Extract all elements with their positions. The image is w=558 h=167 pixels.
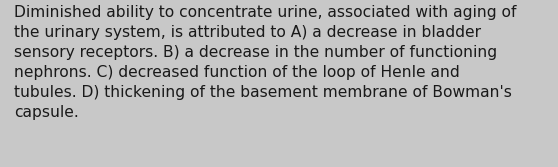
Text: Diminished ability to concentrate urine, associated with aging of
the urinary sy: Diminished ability to concentrate urine,… [14,5,517,120]
